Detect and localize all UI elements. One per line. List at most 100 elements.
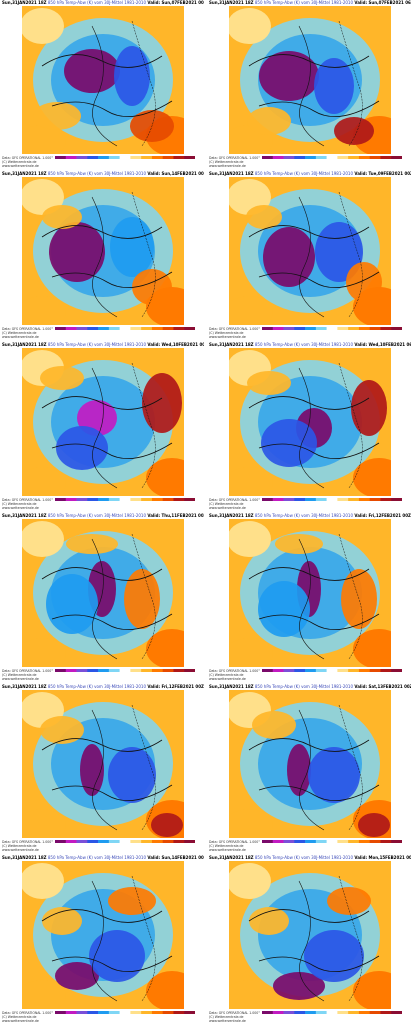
panel-header: Sun,31JAN2021 18Z 850 hPa Temp-Abw (K) v…: [209, 0, 411, 6]
map-area: [22, 861, 184, 1009]
map-area: [22, 6, 184, 154]
map-title: 850 hPa Temp-Abw (K) vom 30J-Mittel 1981…: [254, 171, 354, 176]
temperature-anomaly-map: [229, 690, 391, 838]
map-area: [229, 861, 391, 1009]
credit: Data: GFS OPERATIONAL 1.000° (C) Wetterz…: [2, 669, 57, 681]
forecast-panel: Sun,31JAN2021 18Z 850 hPa Temp-Abw (K) v…: [0, 342, 206, 512]
colorbar: [55, 327, 195, 330]
colorbar: [262, 840, 402, 843]
credit-line-2: (C) Wetterzentrale.de: [209, 844, 244, 848]
temperature-anomaly-map: [229, 861, 391, 1009]
run-time: Sun,31JAN2021 18Z: [2, 855, 47, 860]
credit-line-3: www.wetterzentrale.de: [2, 335, 39, 339]
temperature-anomaly-map: [22, 6, 184, 154]
colorbar: [55, 1011, 195, 1014]
run-time: Sun,31JAN2021 18Z: [209, 684, 254, 689]
panel-header: Sun,31JAN2021 18Z 850 hPa Temp-Abw (K) v…: [2, 171, 204, 177]
panel-header: Sun,31JAN2021 18Z 850 hPa Temp-Abw (K) v…: [2, 513, 204, 519]
valid-time: Valid: Sat,13FEB2021 00Z: [354, 684, 411, 689]
forecast-panel: Sun,31JAN2021 18Z 850 hPa Temp-Abw (K) v…: [0, 0, 206, 170]
run-time: Sun,31JAN2021 18Z: [209, 171, 254, 176]
colorbar-wrap: [55, 1011, 195, 1016]
map-title: 850 hPa Temp-Abw (K) vom 30J-Mittel 1981…: [47, 0, 147, 5]
valid-time: Valid: Sun,07FEB2021 00Z: [147, 0, 204, 5]
credit-line-2: (C) Wetterzentrale.de: [2, 502, 37, 506]
credit-line-2: (C) Wetterzentrale.de: [2, 331, 37, 335]
map-area: [229, 519, 391, 667]
credit-line-1: Data: GFS OPERATIONAL 1.000°: [209, 1011, 260, 1015]
temperature-anomaly-map: [22, 861, 184, 1009]
valid-time: Valid: Tue,09FEB2021 00Z: [354, 171, 411, 176]
valid-time: Valid: Fri,12FEB2021 00Z: [354, 513, 411, 518]
colorbar-wrap: [55, 840, 195, 845]
colorbar-wrap: [55, 327, 195, 332]
colorbar-wrap: [262, 498, 402, 503]
panel-header: Sun,31JAN2021 18Z 850 hPa Temp-Abw (K) v…: [2, 342, 204, 348]
colorbar-wrap: [55, 669, 195, 674]
credit-line-2: (C) Wetterzentrale.de: [209, 673, 244, 677]
credit-line-3: www.wetterzentrale.de: [209, 506, 246, 510]
map-area: [229, 348, 391, 496]
map-title: 850 hPa Temp-Abw (K) vom 30J-Mittel 1981…: [47, 855, 147, 860]
credit-line-3: www.wetterzentrale.de: [2, 1019, 39, 1023]
credit-line-1: Data: GFS OPERATIONAL 1.000°: [209, 840, 260, 844]
colorbar-wrap: [262, 156, 402, 161]
credit-line-3: www.wetterzentrale.de: [2, 164, 39, 168]
credit-line-3: www.wetterzentrale.de: [209, 164, 246, 168]
panel-header: Sun,31JAN2021 18Z 850 hPa Temp-Abw (K) v…: [209, 855, 411, 861]
credit-line-1: Data: GFS OPERATIONAL 1.000°: [2, 1011, 53, 1015]
credit-line-1: Data: GFS OPERATIONAL 1.000°: [2, 327, 53, 331]
colorbar: [262, 327, 402, 330]
map-title: 850 hPa Temp-Abw (K) vom 30J-Mittel 1981…: [254, 0, 354, 5]
credit-line-1: Data: GFS OPERATIONAL 1.000°: [209, 156, 260, 160]
credit: Data: GFS OPERATIONAL 1.000° (C) Wetterz…: [209, 156, 264, 168]
forecast-panel: Sun,31JAN2021 18Z 850 hPa Temp-Abw (K) v…: [0, 855, 206, 1025]
credit-line-1: Data: GFS OPERATIONAL 1.000°: [2, 156, 53, 160]
credit-line-2: (C) Wetterzentrale.de: [209, 1015, 244, 1019]
forecast-panel: Sun,31JAN2021 18Z 850 hPa Temp-Abw (K) v…: [207, 342, 413, 512]
forecast-panel: Sun,31JAN2021 18Z 850 hPa Temp-Abw (K) v…: [0, 513, 206, 683]
map-area: [22, 348, 184, 496]
forecast-panel: Sun,31JAN2021 18Z 850 hPa Temp-Abw (K) v…: [207, 855, 413, 1025]
map-title: 850 hPa Temp-Abw (K) vom 30J-Mittel 1981…: [254, 513, 354, 518]
credit-line-2: (C) Wetterzentrale.de: [209, 160, 244, 164]
map-title: 850 hPa Temp-Abw (K) vom 30J-Mittel 1981…: [254, 342, 354, 347]
temperature-anomaly-map: [22, 177, 184, 325]
credit-line-3: www.wetterzentrale.de: [209, 848, 246, 852]
colorbar-wrap: [262, 327, 402, 332]
credit: Data: GFS OPERATIONAL 1.000° (C) Wetterz…: [2, 1011, 57, 1023]
credit-line-3: www.wetterzentrale.de: [209, 1019, 246, 1023]
forecast-panel: Sun,31JAN2021 18Z 850 hPa Temp-Abw (K) v…: [207, 513, 413, 683]
panel-header: Sun,31JAN2021 18Z 850 hPa Temp-Abw (K) v…: [209, 171, 411, 177]
map-title: 850 hPa Temp-Abw (K) vom 30J-Mittel 1981…: [47, 171, 147, 176]
valid-time: Valid: Thu,11FEB2021 00Z: [147, 513, 204, 518]
credit-line-2: (C) Wetterzentrale.de: [2, 844, 37, 848]
colorbar-wrap: [262, 669, 402, 674]
run-time: Sun,31JAN2021 18Z: [2, 342, 47, 347]
run-time: Sun,31JAN2021 18Z: [209, 342, 254, 347]
map-title: 850 hPa Temp-Abw (K) vom 30J-Mittel 1981…: [254, 684, 354, 689]
map-title: 850 hPa Temp-Abw (K) vom 30J-Mittel 1981…: [47, 513, 147, 518]
valid-time: Valid: Sun,14FEB2021 00Z: [147, 855, 204, 860]
temperature-anomaly-map: [229, 6, 391, 154]
panel-header: Sun,31JAN2021 18Z 850 hPa Temp-Abw (K) v…: [2, 684, 204, 690]
map-area: [22, 519, 184, 667]
credit-line-1: Data: GFS OPERATIONAL 1.000°: [2, 840, 53, 844]
run-time: Sun,31JAN2021 18Z: [209, 855, 254, 860]
valid-time: Valid: Sun,14FEB2021 00Z: [147, 171, 204, 176]
colorbar: [55, 840, 195, 843]
credit: Data: GFS OPERATIONAL 1.000° (C) Wetterz…: [209, 498, 264, 510]
forecast-panel: Sun,31JAN2021 18Z 850 hPa Temp-Abw (K) v…: [207, 684, 413, 854]
run-time: Sun,31JAN2021 18Z: [209, 513, 254, 518]
run-time: Sun,31JAN2021 18Z: [2, 0, 47, 5]
credit-line-1: Data: GFS OPERATIONAL 1.000°: [2, 498, 53, 502]
map-title: 850 hPa Temp-Abw (K) vom 30J-Mittel 1981…: [47, 684, 147, 689]
credit: Data: GFS OPERATIONAL 1.000° (C) Wetterz…: [2, 327, 57, 339]
colorbar: [55, 498, 195, 501]
credit: Data: GFS OPERATIONAL 1.000° (C) Wetterz…: [209, 1011, 264, 1023]
map-title: 850 hPa Temp-Abw (K) vom 30J-Mittel 1981…: [47, 342, 147, 347]
credit: Data: GFS OPERATIONAL 1.000° (C) Wetterz…: [209, 327, 264, 339]
colorbar-wrap: [262, 840, 402, 845]
credit-line-2: (C) Wetterzentrale.de: [2, 673, 37, 677]
valid-time: Valid: Mon,15FEB2021 00Z: [354, 855, 411, 860]
